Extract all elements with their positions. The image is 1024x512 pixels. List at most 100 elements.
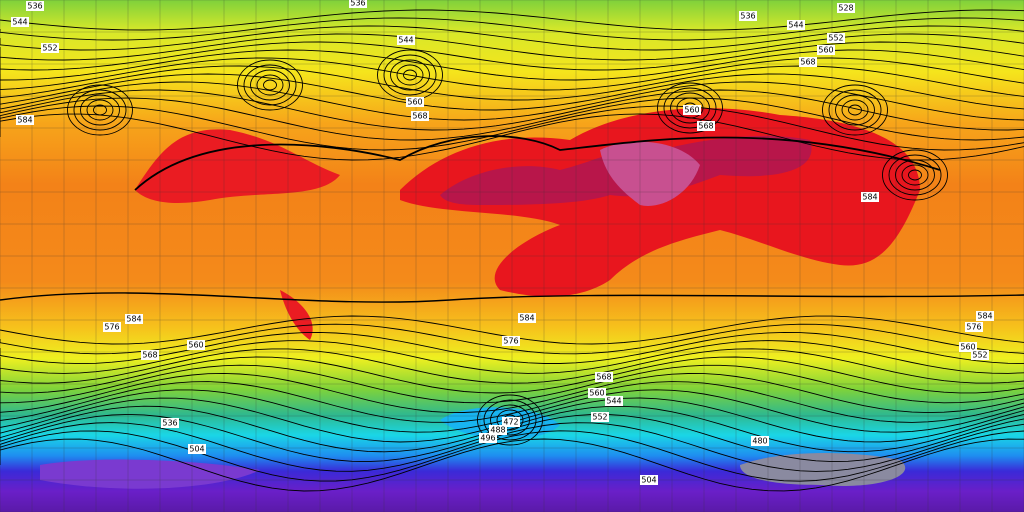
contour-label: 536 [740,12,755,21]
contour-label: 568 [698,122,713,131]
contour-label: 504 [641,476,656,485]
contour-ring [670,92,710,124]
label-background [861,192,879,202]
contour-ring [396,64,424,86]
contour-label: 536 [162,419,177,428]
label-background [502,417,520,427]
contour-ring [250,69,290,101]
contour-label: 560 [818,46,833,55]
contour-label: 584 [519,314,534,323]
contour-ring [256,74,284,96]
label-background [479,433,497,443]
contour-line [0,17,1024,41]
hot-regions [135,108,920,340]
contour-label: 472 [503,418,518,427]
contour-line [0,57,1024,91]
label-background [739,11,757,21]
label-background [827,33,845,43]
contour-ring [882,149,948,201]
contour-line [0,356,1024,394]
label-background [103,322,121,332]
contour-ring [390,59,430,91]
label-background [161,418,179,428]
contour-line [0,323,1024,355]
label-background [41,43,59,53]
contour-label: 504 [189,445,204,454]
label-background [502,336,520,346]
contour-ring [383,54,437,96]
contour-line [0,292,1024,303]
contour-label: 536 [27,2,42,11]
contour-ring [477,394,543,446]
contour-label: 584 [17,116,32,125]
contour-line [0,49,1024,81]
contour-line [0,348,1024,384]
label-background [697,121,715,131]
contour-label: 576 [104,323,119,332]
label-background [349,0,367,8]
label-background [605,396,623,406]
contour-line [0,65,1024,101]
label-background [591,412,609,422]
contour-line [0,41,1024,71]
contour-line [0,340,1024,374]
contour-label: 584 [862,193,877,202]
contour-ring [676,97,704,119]
label-background [640,475,658,485]
label-background [518,313,536,323]
contour-line [0,89,1024,131]
contour-label: 480 [752,437,767,446]
label-background [187,340,205,350]
contour-ring [86,99,114,121]
label-background [683,105,701,115]
contour-ring [496,409,524,431]
contour-ring [828,89,882,131]
contour-ring [93,104,107,116]
contour-line [134,135,941,191]
contour-label: 544 [788,21,803,30]
contour-line [0,105,1024,151]
contour-label: 560 [589,389,604,398]
contour-line [0,9,1024,31]
contour-line [0,25,1024,51]
label-background [965,322,983,332]
label-background [411,111,429,121]
contour-label: 536 [350,0,365,8]
contour-label: 544 [12,18,27,27]
contour-ring [73,89,127,131]
contour-ring [835,94,875,126]
contour-line [0,430,1024,482]
label-background [141,350,159,360]
label-background [397,35,415,45]
contour-line [0,372,1024,414]
contour-ring [848,104,862,116]
contour-ring [901,164,929,186]
contour-ring [841,99,869,121]
contour-ring [403,69,417,81]
contour-label: 576 [966,323,981,332]
contour-ring [663,87,717,129]
contour-label: 568 [596,373,611,382]
label-background [588,388,606,398]
contour-label: 496 [480,434,495,443]
label-background [595,372,613,382]
label-background [11,17,29,27]
label-background [817,45,835,55]
contour-label: 552 [828,34,843,43]
contour-label: 560 [684,106,699,115]
contour-label: 568 [800,58,815,67]
contour-ring [895,159,935,191]
contour-line [0,381,1024,423]
contour-label: 488 [490,426,505,435]
contour-line [0,364,1024,404]
contour-label: 576 [503,337,518,346]
label-background [976,311,994,321]
contour-label: 552 [42,44,57,53]
contour-ring [243,64,297,106]
label-background [188,444,206,454]
contour-label: 560 [407,98,422,107]
contour-labels: 536 5365365285445525445445525605685605685… [11,0,994,485]
contour-line [0,81,1024,121]
contour-ring [822,84,888,136]
